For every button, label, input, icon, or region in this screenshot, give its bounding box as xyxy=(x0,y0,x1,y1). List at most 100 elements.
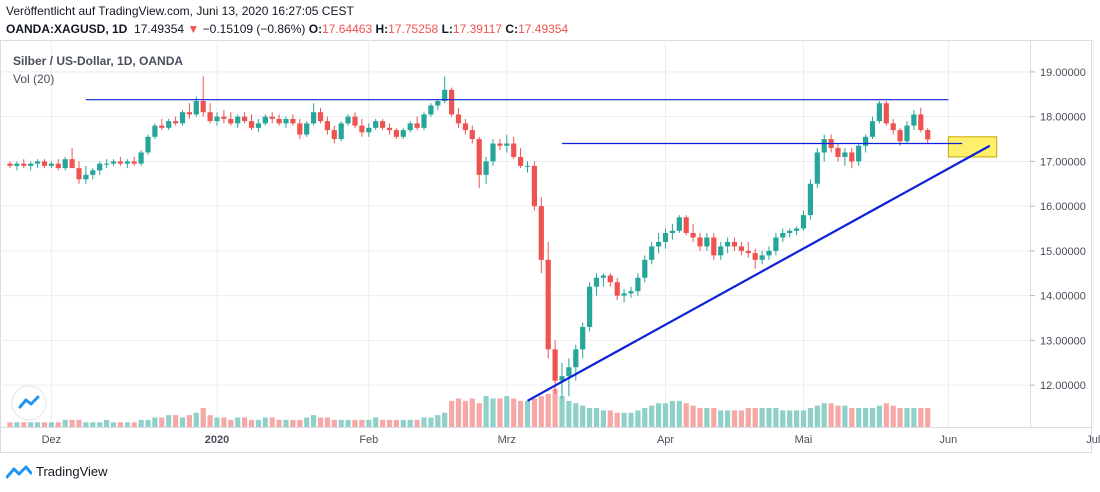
volume-bar xyxy=(759,408,765,427)
candle-body xyxy=(738,246,744,251)
candle-body xyxy=(69,159,75,169)
price-tick-label: 16.00000 xyxy=(1040,201,1086,213)
candle-body xyxy=(704,237,710,247)
candle-body xyxy=(876,103,882,122)
volume-bar xyxy=(794,410,800,427)
volume-bar xyxy=(883,403,889,427)
volume-bar xyxy=(41,422,48,427)
candle-body xyxy=(538,206,544,260)
candle-body xyxy=(787,230,793,233)
candle-body xyxy=(759,255,765,260)
volume-bar xyxy=(904,408,910,427)
volume-bar xyxy=(338,419,344,427)
candle-body xyxy=(428,105,434,115)
volume-bar xyxy=(704,408,710,427)
candle-body xyxy=(386,127,393,131)
tradingview-logo-icon xyxy=(6,465,32,478)
candle-body xyxy=(752,253,758,260)
candle-body xyxy=(883,103,889,124)
volume-bar xyxy=(531,398,537,427)
volume-bar xyxy=(435,415,441,427)
candle-body xyxy=(359,125,365,133)
volume-bar xyxy=(290,419,296,427)
high-label: H: xyxy=(375,22,389,36)
volume-bar xyxy=(711,408,717,427)
volume-bar xyxy=(614,412,620,427)
candle-body xyxy=(186,112,192,115)
candle-body xyxy=(718,246,724,256)
open-label: O: xyxy=(308,22,323,36)
volume-bar xyxy=(55,422,61,427)
tradingview-badge[interactable] xyxy=(11,385,47,421)
volume-bar xyxy=(414,419,420,427)
chart-border xyxy=(0,40,1092,453)
cloud-icon xyxy=(18,395,40,409)
volume-bar xyxy=(573,403,579,427)
price-tick-label: 15.00000 xyxy=(1040,246,1086,258)
candle-body xyxy=(48,163,54,166)
volume-bar xyxy=(580,405,586,427)
volume-bar xyxy=(504,396,510,427)
grid-lines xyxy=(0,40,1094,427)
candle-body xyxy=(773,237,779,251)
candle-body xyxy=(800,215,807,229)
price-axis[interactable]: 19.00000 18.00000 17.00000 16.00000 15.00000… xyxy=(1030,67,1086,392)
volume-bar xyxy=(297,419,303,427)
candle-body xyxy=(511,143,517,157)
candle-body xyxy=(393,130,399,137)
volume-bar xyxy=(462,400,468,427)
volume-bar xyxy=(255,419,261,427)
candle-body xyxy=(179,112,186,124)
candle-body xyxy=(255,123,261,128)
candle-body xyxy=(262,116,268,124)
high-value: 17.75258 xyxy=(388,22,439,36)
volume-bar xyxy=(400,419,406,427)
volume-bar xyxy=(587,408,593,427)
volume-bar xyxy=(200,408,206,427)
candle-body xyxy=(228,118,234,124)
time-axis[interactable]: Dez 2020 Feb Mrz Apr Mai Jun Jul xyxy=(42,434,1100,446)
volume-bar xyxy=(607,410,613,427)
price-chart[interactable]: 19.00000 18.00000 17.00000 16.00000 15.00000… xyxy=(0,40,1100,453)
candle-body xyxy=(152,125,158,137)
volume-bar xyxy=(179,417,186,427)
candle-body xyxy=(338,123,344,140)
candle-body xyxy=(159,125,165,128)
volume-bar xyxy=(76,419,82,427)
volume-bar xyxy=(469,398,475,427)
candle-body xyxy=(90,170,96,175)
volume-bar xyxy=(745,408,751,427)
volume-bar xyxy=(207,415,213,427)
volume-bar xyxy=(911,408,917,427)
volume-bar xyxy=(856,408,862,427)
volume-bar xyxy=(566,400,572,427)
candle-body xyxy=(745,250,751,254)
volume-bar xyxy=(83,422,89,427)
footer-brand[interactable]: TradingView xyxy=(6,464,108,479)
candle-body xyxy=(814,152,820,184)
volume-bar xyxy=(814,405,820,427)
candle-body xyxy=(407,123,413,131)
volume-bar xyxy=(628,412,634,427)
time-tick-label: Feb xyxy=(359,434,378,446)
volume-bar xyxy=(621,412,627,427)
time-tick-label: Jul xyxy=(1086,434,1100,446)
candle-body xyxy=(248,121,255,128)
time-tick-label: Apr xyxy=(657,434,674,446)
candle-body xyxy=(421,114,427,128)
volume-bar xyxy=(131,422,137,427)
volume-bar xyxy=(248,419,255,427)
volume-bar xyxy=(359,419,365,427)
volume-bar xyxy=(490,398,496,427)
volume-bar xyxy=(159,417,165,427)
candle-body xyxy=(352,116,358,126)
volume-bar xyxy=(166,415,172,427)
price-tick-label: 19.00000 xyxy=(1040,67,1086,79)
time-tick-label: Mai xyxy=(795,434,813,446)
volume-bar xyxy=(662,403,669,427)
volume-bar xyxy=(262,417,268,427)
candle-body xyxy=(842,152,848,157)
candle-body xyxy=(173,121,179,124)
volume-bar xyxy=(483,396,489,427)
candle-body xyxy=(110,161,117,164)
